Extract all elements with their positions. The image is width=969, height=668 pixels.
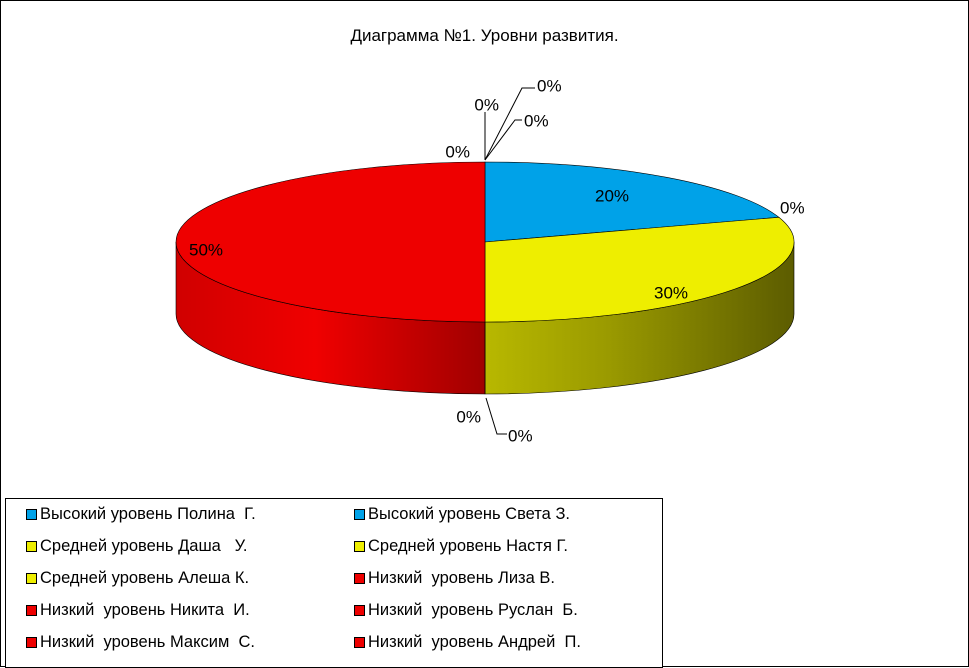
data-label-0: 0%: [445, 142, 470, 161]
pie-leader-lines: [484, 87, 535, 435]
legend-swatch: [26, 509, 37, 520]
legend-item: Средней уровень Алеша К.: [26, 569, 249, 588]
legend-label: Средней уровень Алеша К.: [40, 569, 250, 587]
legend-label: Низкий уровень Максим С.: [40, 633, 255, 651]
pie-tops: [175, 161, 795, 323]
legend-swatch: [26, 605, 37, 616]
legend-label: Высокий уровень Полина Г.: [40, 505, 256, 523]
legend-item: Низкий уровень Лиза В.: [354, 569, 555, 588]
legend-label: Низкий уровень Андрей П.: [368, 633, 581, 651]
legend-swatch: [26, 541, 37, 552]
legend-swatch: [354, 541, 365, 552]
legend-swatch: [26, 637, 37, 648]
legend-label: Низкий уровень Руслан Б.: [368, 601, 578, 619]
pie-slice-1: [484, 161, 780, 243]
data-label-9: 0%: [524, 111, 549, 130]
data-label-4: 0%: [456, 407, 481, 426]
legend-item: Средней уровень Настя Г.: [354, 537, 568, 556]
legend-label: Средней уровень Настя Г.: [368, 537, 569, 555]
data-label-2: 0%: [780, 198, 805, 217]
pie-chart: 0% 20% 0% 30% 0% 0% 0% 0% 50% 0%: [175, 76, 805, 445]
legend-item: Высокий уровень Света З.: [354, 505, 570, 524]
data-label-7: 0%: [537, 76, 562, 95]
pie-slice-3: [484, 216, 795, 323]
legend-label: Средней уровень Даша У.: [40, 537, 248, 555]
legend-swatch: [354, 637, 365, 648]
legend-label: Высокий уровень Света З.: [368, 505, 570, 523]
pie-slice-8: [175, 161, 486, 323]
chart-legend: Высокий уровень Полина Г. Высокий уровень…: [5, 498, 663, 668]
data-label-8: 50%: [189, 240, 223, 259]
legend-swatch: [354, 605, 365, 616]
legend-item: Низкий уровень Андрей П.: [354, 633, 581, 652]
legend-item: Средней уровень Даша У.: [26, 537, 247, 556]
legend-swatch: [26, 573, 37, 584]
chart-title: Диаграмма №1. Уровни развития.: [350, 26, 619, 45]
legend-item: Низкий уровень Руслан Б.: [354, 601, 578, 620]
data-label-6: 0%: [474, 95, 499, 114]
data-label-3: 30%: [654, 283, 688, 302]
leader-line-5: [485, 397, 507, 435]
legend-swatch: [354, 573, 365, 584]
data-label-5: 0%: [508, 426, 533, 445]
pie-labels: 0% 20% 0% 30% 0% 0% 0% 0% 50% 0%: [189, 76, 805, 445]
legend-item: Высокий уровень Полина Г.: [26, 505, 256, 524]
legend-label: Низкий уровень Никита И.: [40, 601, 250, 619]
data-label-1: 20%: [595, 186, 629, 205]
leader-line-9: [484, 119, 522, 161]
legend-item: Низкий уровень Никита И.: [26, 601, 250, 620]
legend-label: Низкий уровень Лиза В.: [368, 569, 555, 587]
legend-item: Низкий уровень Максим С.: [26, 633, 255, 652]
leader-line-7: [484, 87, 535, 161]
legend-swatch: [354, 509, 365, 520]
